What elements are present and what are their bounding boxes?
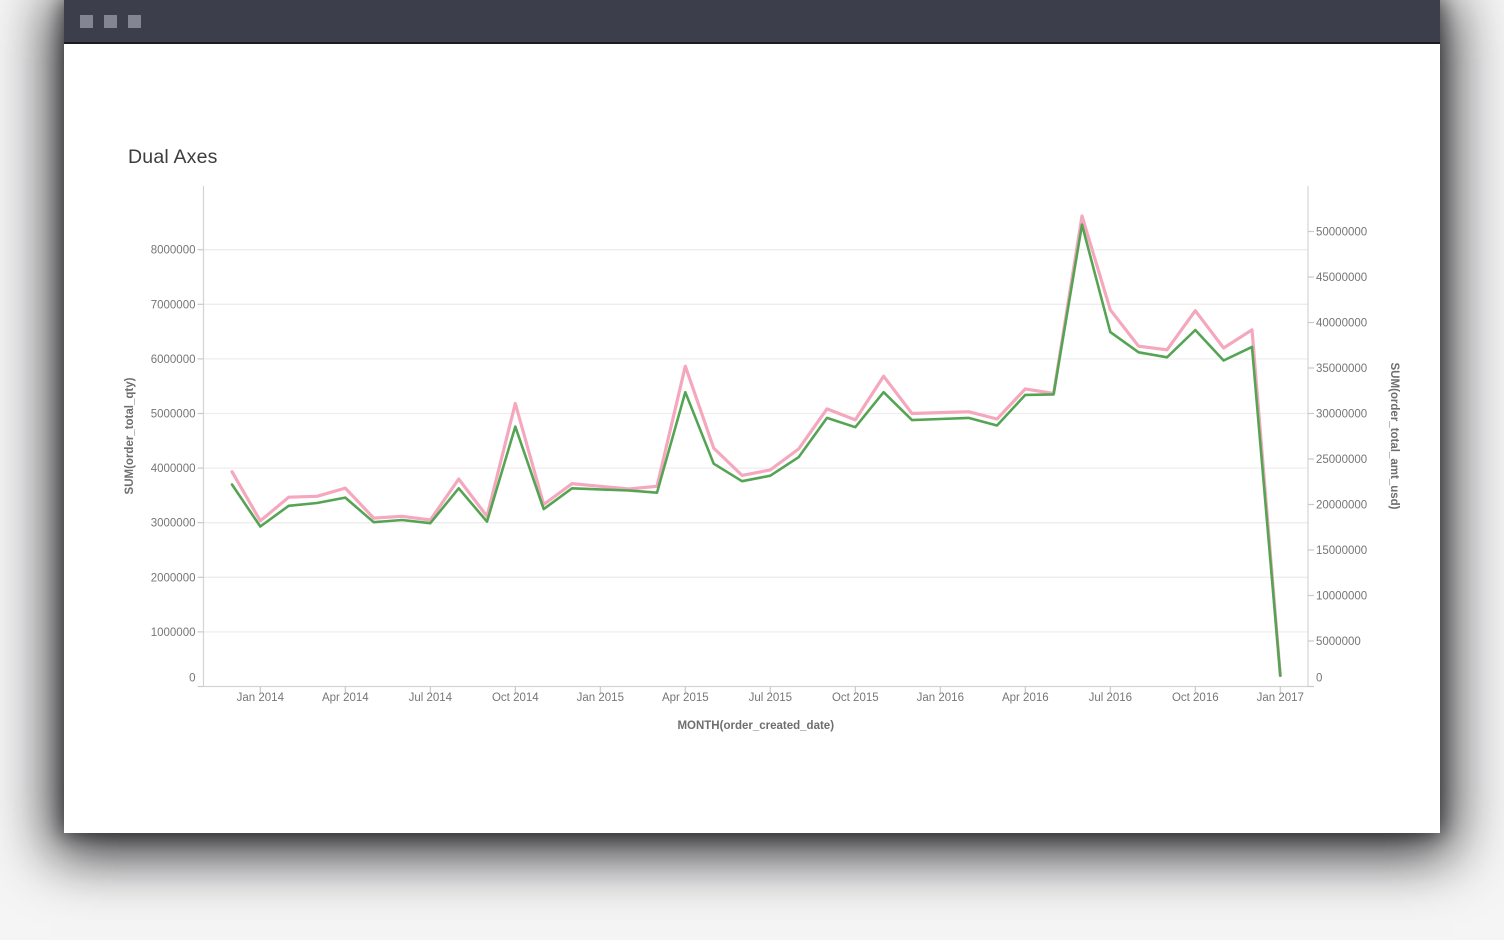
left-axis-tick-label: 3000000 bbox=[151, 518, 196, 530]
right-axis-tick-label: 30000000 bbox=[1316, 409, 1367, 421]
x-axis-title: MONTH(order_created_date) bbox=[677, 720, 834, 732]
app-window: Dual Axes bbox=[64, 0, 1440, 833]
x-axis: Jan 2014 Apr 2014 Jul 2014 Oct 2014 Jan 2015… bbox=[237, 686, 1304, 704]
left-axis-tick-label: 5000000 bbox=[151, 409, 196, 421]
x-axis-tick-label: Jul 2015 bbox=[749, 692, 792, 704]
right-axis-tick-label: 5000000 bbox=[1316, 636, 1361, 648]
left-axis-tick-label: 6000000 bbox=[151, 354, 196, 366]
gridlines bbox=[203, 249, 1308, 633]
window-control-2[interactable] bbox=[104, 14, 117, 28]
left-axis-tick-label: 4000000 bbox=[151, 463, 196, 475]
x-axis-tick-label: Jul 2014 bbox=[409, 692, 453, 704]
usd-line-series[interactable] bbox=[230, 214, 1282, 678]
qty-line-series[interactable] bbox=[230, 223, 1282, 677]
left-axis-tick-label: 2000000 bbox=[151, 572, 196, 584]
x-axis-tick-label: Jan 2017 bbox=[1257, 692, 1304, 704]
x-axis-tick-label: Oct 2014 bbox=[492, 692, 539, 704]
left-axis-tick-label: 7000000 bbox=[151, 299, 196, 311]
window-titlebar[interactable] bbox=[64, 0, 1440, 44]
x-axis-tick-label: Apr 2015 bbox=[662, 692, 709, 704]
window-control-1[interactable] bbox=[80, 14, 93, 28]
right-axis-tick-label: 15000000 bbox=[1316, 545, 1367, 557]
right-axis-tick-label: 45000000 bbox=[1316, 272, 1367, 284]
x-axis-tick-label: Jan 2016 bbox=[917, 692, 964, 704]
right-axis-title: SUM(order_total_amt_usd) bbox=[1388, 363, 1400, 510]
x-axis-tick-label: Oct 2016 bbox=[1172, 692, 1219, 704]
right-axis-tick-label: 0 bbox=[1316, 673, 1322, 685]
right-axis-tick-label: 35000000 bbox=[1316, 363, 1367, 375]
right-axis-tick-label: 50000000 bbox=[1316, 227, 1367, 239]
window-control-3[interactable] bbox=[128, 14, 141, 28]
right-axis: 0 5000000 10000000 15000000 20000000 25000000… bbox=[1308, 227, 1367, 688]
right-axis-tick-label: 10000000 bbox=[1316, 591, 1367, 603]
axis-lines bbox=[202, 186, 1309, 688]
left-axis-tick-label: 8000000 bbox=[151, 245, 196, 257]
x-axis-tick-label: Jan 2015 bbox=[577, 692, 624, 704]
x-axis-tick-label: Apr 2016 bbox=[1002, 692, 1049, 704]
left-axis-tick-label: 0 bbox=[189, 673, 195, 685]
x-axis-tick-label: Jul 2016 bbox=[1089, 692, 1132, 704]
left-axis-tick-label: 1000000 bbox=[151, 627, 196, 639]
chart-title: Dual Axes bbox=[128, 146, 218, 168]
left-axis-title: SUM(order_total_qty) bbox=[124, 377, 136, 494]
axis-titles: SUM(order_total_qty) SUM(order_total_amt_… bbox=[124, 363, 1400, 732]
left-axis: 0 1000000 2000000 3000000 4000000 5000000 6000… bbox=[151, 245, 204, 688]
right-axis-tick-label: 25000000 bbox=[1316, 454, 1367, 466]
right-axis-tick-label: 40000000 bbox=[1316, 318, 1367, 330]
x-axis-tick-label: Apr 2014 bbox=[322, 692, 369, 704]
x-axis-tick-label: Jan 2014 bbox=[237, 692, 285, 704]
x-axis-tick-label: Oct 2015 bbox=[832, 692, 879, 704]
right-axis-tick-label: 20000000 bbox=[1316, 500, 1367, 512]
